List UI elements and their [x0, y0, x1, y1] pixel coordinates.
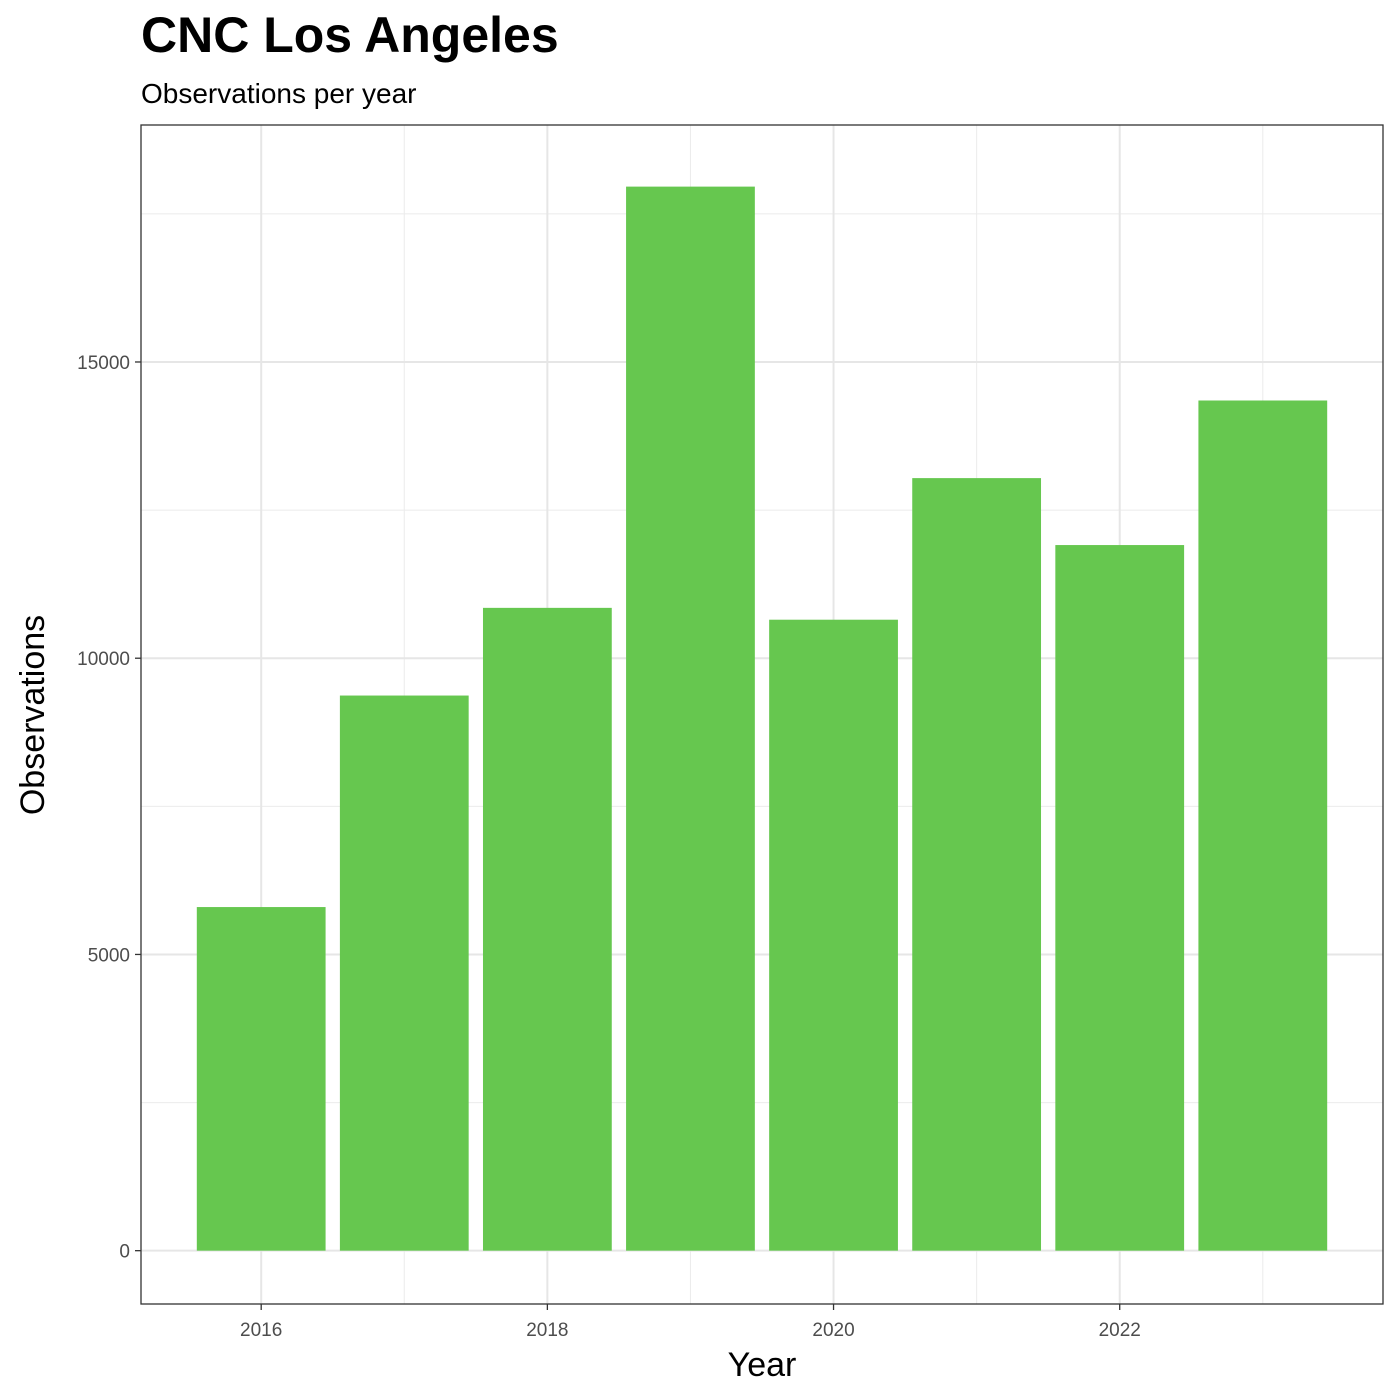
x-axis-title: Year — [728, 1346, 797, 1384]
plot-border — [140, 124, 1384, 1305]
y-tick-label: 0 — [119, 1242, 130, 1263]
bar-2020 — [769, 619, 898, 1251]
x-tick-label: 2018 — [526, 1320, 568, 1341]
y-tick-label: 5000 — [88, 945, 130, 966]
bar-2021 — [912, 478, 1042, 1251]
y-axis-title: Observations — [14, 615, 52, 815]
y-tick-label: 10000 — [77, 649, 130, 670]
bar-2017 — [339, 695, 469, 1251]
chart-subtitle: Observations per year — [141, 78, 417, 109]
bar-2016 — [196, 907, 326, 1251]
bar-2019 — [626, 186, 755, 1251]
bar-2023 — [1198, 400, 1328, 1251]
y-tick-label: 15000 — [77, 353, 130, 374]
bar-2022 — [1055, 545, 1185, 1251]
plot-background — [141, 125, 1383, 1304]
x-tick-label: 2022 — [1099, 1320, 1141, 1341]
x-tick-label: 2016 — [240, 1320, 282, 1341]
chart-title: CNC Los Angeles — [141, 7, 559, 63]
x-axis: 2016 2018 2020 2022 — [240, 1304, 1141, 1341]
bars — [196, 186, 1328, 1251]
bar-2018 — [482, 607, 612, 1251]
x-tick-label: 2020 — [812, 1320, 854, 1341]
y-axis: 0 5000 10000 15000 — [77, 353, 141, 1263]
